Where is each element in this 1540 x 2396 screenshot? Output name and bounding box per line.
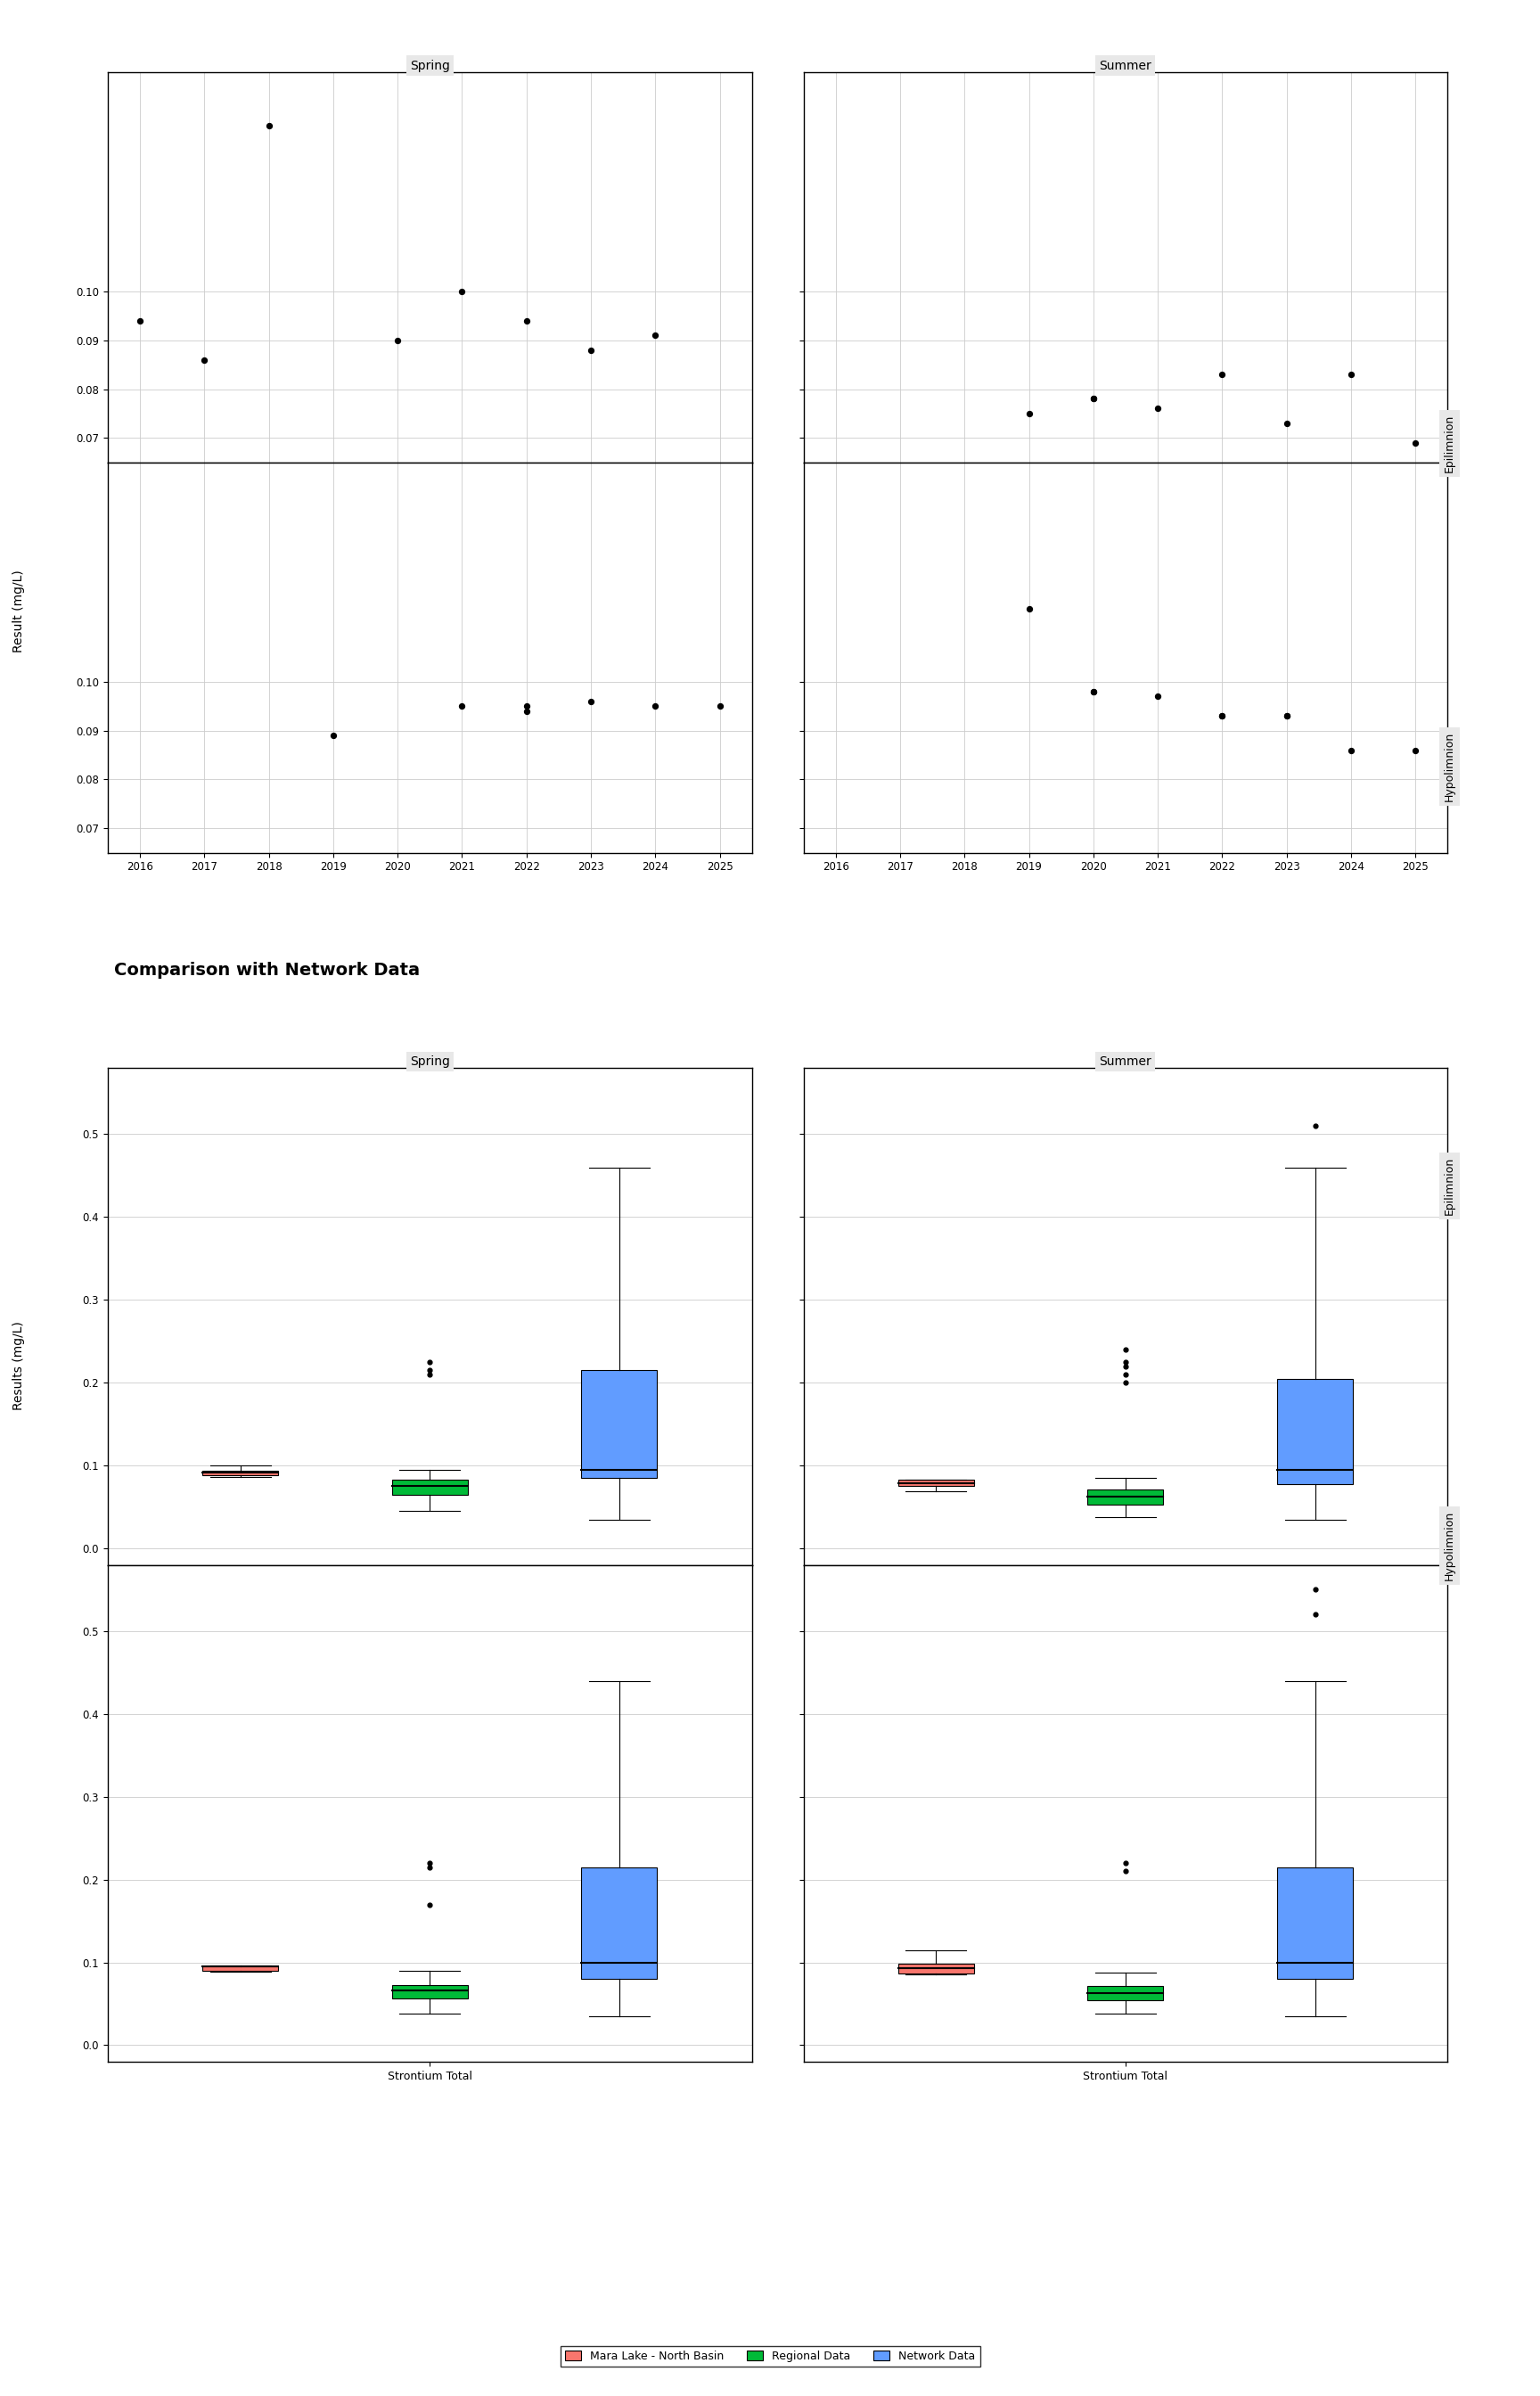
Title: Spring: Spring — [410, 1057, 450, 1069]
Bar — [203, 1471, 279, 1476]
Point — [1274, 405, 1298, 443]
Point — [1338, 731, 1363, 769]
Point — [1081, 673, 1106, 712]
Point — [644, 688, 668, 726]
Point — [1113, 1330, 1138, 1368]
Bar — [1277, 1378, 1352, 1483]
Point — [1274, 697, 1298, 736]
Point — [1210, 355, 1235, 393]
Point — [579, 683, 604, 721]
Point — [450, 688, 474, 726]
Bar — [898, 1965, 973, 1974]
Point — [192, 340, 217, 379]
Bar — [393, 1481, 468, 1495]
Point — [1403, 424, 1428, 462]
Text: Comparison with Network Data: Comparison with Network Data — [114, 961, 420, 978]
Text: Result (mg/L): Result (mg/L) — [12, 570, 25, 652]
Point — [417, 1886, 442, 1924]
Text: Hypolimnion: Hypolimnion — [1443, 731, 1455, 803]
Point — [417, 1845, 442, 1883]
Point — [514, 302, 539, 340]
Point — [1303, 1596, 1327, 1634]
Bar — [1277, 1866, 1352, 1979]
Point — [1081, 379, 1106, 417]
Point — [1081, 673, 1106, 712]
Point — [1146, 391, 1170, 429]
Point — [1081, 379, 1106, 417]
Legend: Mara Lake - North Basin, Regional Data, Network Data: Mara Lake - North Basin, Regional Data, … — [561, 2346, 979, 2367]
Point — [1113, 1342, 1138, 1380]
Point — [579, 331, 604, 369]
Point — [417, 1351, 442, 1390]
Point — [1338, 355, 1363, 393]
Point — [1113, 1363, 1138, 1402]
Point — [514, 692, 539, 731]
Title: Summer: Summer — [1100, 1057, 1152, 1069]
Point — [1016, 589, 1041, 628]
Bar — [393, 1984, 468, 1998]
Point — [1303, 1107, 1327, 1145]
Point — [1210, 697, 1235, 736]
Point — [257, 105, 282, 144]
Point — [385, 321, 410, 359]
Point — [450, 273, 474, 311]
Title: Spring: Spring — [410, 60, 450, 72]
Point — [1113, 1356, 1138, 1394]
Point — [320, 716, 345, 755]
Point — [417, 1356, 442, 1394]
Text: Results (mg/L): Results (mg/L) — [12, 1320, 25, 1411]
Point — [417, 1342, 442, 1380]
Text: Hypolimnion: Hypolimnion — [1443, 1509, 1455, 1581]
Point — [1113, 1845, 1138, 1883]
Bar — [1087, 1986, 1163, 2001]
Point — [514, 688, 539, 726]
Text: Epilimnion: Epilimnion — [1443, 1157, 1455, 1215]
Bar — [898, 1481, 973, 1486]
Point — [1016, 395, 1041, 434]
Point — [1274, 697, 1298, 736]
Title: Summer: Summer — [1100, 60, 1152, 72]
Point — [644, 316, 668, 355]
Point — [1210, 697, 1235, 736]
Point — [1113, 1852, 1138, 1890]
Bar — [582, 1866, 658, 1979]
Point — [1303, 1569, 1327, 1608]
Bar — [1087, 1490, 1163, 1505]
Point — [1113, 1347, 1138, 1385]
Point — [1403, 731, 1428, 769]
Text: Epilimnion: Epilimnion — [1443, 415, 1455, 472]
Point — [1146, 678, 1170, 716]
Point — [128, 302, 152, 340]
Point — [417, 1847, 442, 1886]
Bar — [582, 1371, 658, 1478]
Bar — [203, 1967, 279, 1970]
Point — [707, 688, 732, 726]
